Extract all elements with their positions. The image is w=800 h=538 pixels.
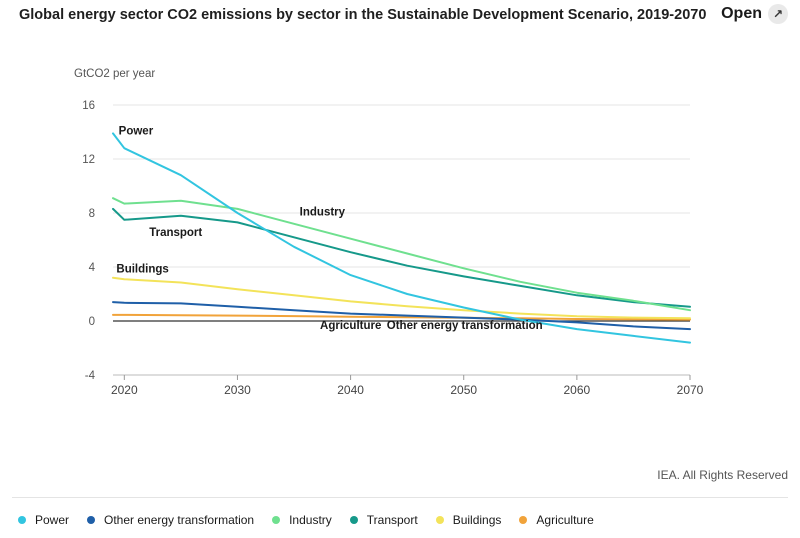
series-line-transport bbox=[112, 207, 691, 308]
y-axis-label: GtCO2 per year bbox=[74, 68, 155, 80]
y-tick-label: 8 bbox=[89, 208, 95, 220]
legend-item-other-energy-transformation[interactable]: Other energy transformation bbox=[87, 513, 254, 527]
series-label-transport: Transport bbox=[149, 227, 202, 239]
legend-item-agriculture[interactable]: Agriculture bbox=[519, 513, 594, 527]
legend-dot bbox=[519, 516, 528, 524]
y-tick-label: 0 bbox=[89, 316, 95, 328]
x-tick-label: 2060 bbox=[564, 383, 591, 397]
y-tick-label: 12 bbox=[82, 154, 95, 166]
series-line-power bbox=[112, 132, 691, 344]
series-label-industry: Industry bbox=[300, 207, 346, 219]
x-tick-label: 2030 bbox=[224, 383, 251, 397]
series-label-buildings: Buildings bbox=[116, 263, 168, 275]
legend-dot bbox=[87, 516, 96, 524]
x-tick-label: 2070 bbox=[677, 383, 704, 397]
legend-dot bbox=[272, 516, 281, 524]
legend-dot bbox=[349, 516, 358, 524]
x-tick-label: 2020 bbox=[111, 383, 138, 397]
chart-title: Global energy sector CO2 emissions by se… bbox=[19, 7, 707, 23]
series-line-industry bbox=[112, 197, 691, 312]
legend-dot bbox=[18, 516, 26, 524]
legend-label: Buildings bbox=[452, 513, 502, 527]
legend-divider bbox=[12, 497, 788, 498]
attribution-text: IEA. All Rights Reserved bbox=[657, 468, 788, 482]
x-tick-label: 2040 bbox=[337, 383, 364, 397]
series-line-buildings bbox=[112, 276, 691, 320]
series-label-agriculture: Agriculture bbox=[320, 320, 381, 332]
line-chart: GtCO2 per year -4 0 4 8 12 16 2020 2030 2040 2050 2… bbox=[74, 68, 704, 397]
legend-label: Other energy transformation bbox=[104, 513, 255, 527]
legend-dot bbox=[435, 516, 444, 524]
legend-label: Agriculture bbox=[536, 513, 594, 527]
y-tick-label: 16 bbox=[82, 100, 95, 112]
series-label-other-energy-transformation: Other energy transformation bbox=[387, 320, 543, 332]
legend-label: Industry bbox=[289, 513, 332, 527]
legend-label: Power bbox=[35, 513, 70, 527]
legend-item-buildings[interactable]: Buildings bbox=[435, 513, 502, 527]
x-tick-label: 2050 bbox=[450, 383, 477, 397]
open-label: Open bbox=[721, 5, 762, 22]
external-link-icon: ↗ bbox=[768, 4, 788, 24]
legend-item-power[interactable]: Power bbox=[18, 513, 69, 527]
legend-item-transport[interactable]: Transport bbox=[349, 513, 418, 527]
open-button[interactable]: Open ↗ bbox=[721, 4, 788, 24]
legend: Power Other energy transformation Industry… bbox=[18, 513, 594, 527]
chart-area: GtCO2 per year -4 0 4 8 12 16 2020 2030 2040 2050 2… bbox=[0, 55, 800, 400]
series-line-other-energy-transformation bbox=[112, 301, 691, 331]
series-label-power: Power bbox=[119, 126, 154, 138]
y-tick-label: -4 bbox=[85, 370, 96, 382]
y-tick-label: 4 bbox=[89, 262, 96, 274]
legend-item-industry[interactable]: Industry bbox=[272, 513, 332, 527]
legend-label: Transport bbox=[366, 513, 418, 527]
series-line-agriculture bbox=[112, 313, 691, 321]
